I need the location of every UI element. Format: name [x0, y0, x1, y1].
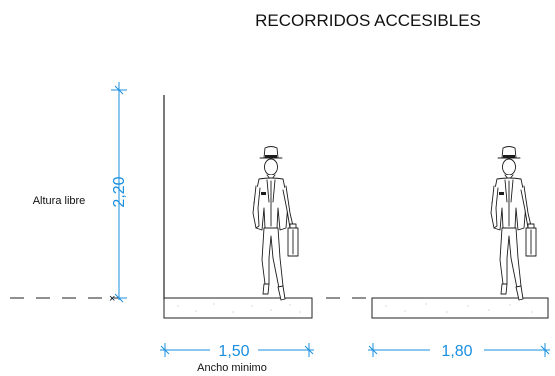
width-min-caption: Ancho minimo — [197, 362, 267, 374]
width-dimension-min — [160, 343, 314, 357]
height-dimension — [111, 82, 127, 303]
height-caption: Altura libre — [33, 195, 86, 207]
height-value-label: 2,20 — [111, 176, 128, 207]
width-wide-value-label: 1,80 — [441, 343, 472, 360]
slab-texture-min — [177, 303, 301, 313]
walkway-slab-min — [163, 297, 313, 319]
slab-texture-wide — [385, 303, 533, 313]
width-dimension-wide — [368, 343, 550, 357]
walkway-slab-wide — [371, 297, 549, 319]
ground-point-mark: × — [109, 293, 115, 305]
person-figure-left — [252, 146, 299, 301]
width-min-value-label: 1,50 — [218, 343, 249, 360]
diagram-title: RECORRIDOS ACCESIBLES — [255, 11, 481, 30]
person-figure-right — [490, 146, 537, 301]
